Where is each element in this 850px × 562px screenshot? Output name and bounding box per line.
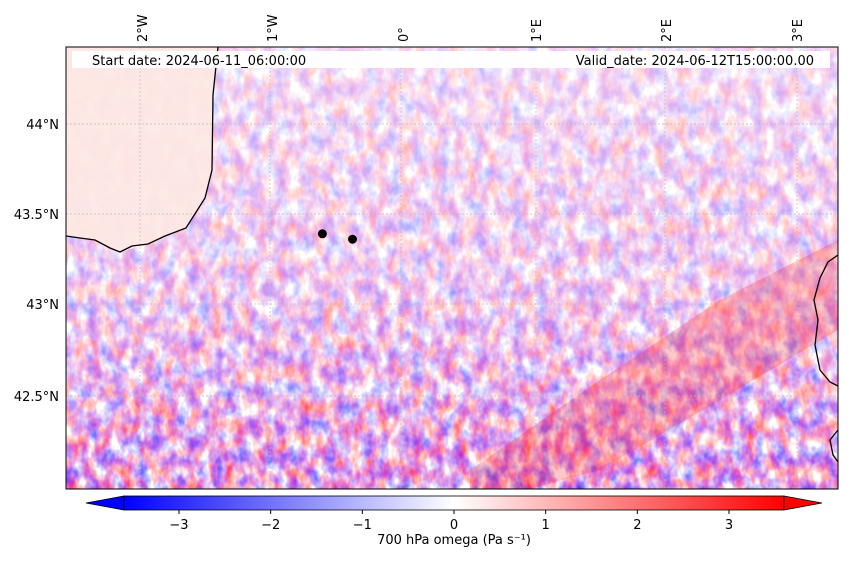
lon-tick-label: 0° [397, 27, 412, 42]
lon-tick-label: 1°E [530, 19, 545, 42]
station-marker [348, 234, 358, 244]
colorbar-tick-label: 2 [633, 518, 641, 533]
colorbar-tick-label: 3 [725, 518, 733, 533]
omega-field [66, 47, 838, 489]
start-date-label: Start date: 2024-06-11_06:00:00 [92, 54, 306, 69]
colorbar-tick-label: −1 [353, 518, 372, 533]
colorbar-tick-label: 0 [450, 518, 458, 533]
colorbar-tick-label: −3 [169, 518, 188, 533]
lon-tick-label: 2°E [660, 19, 675, 42]
colorbar-extend-low [85, 495, 125, 511]
annotation-strip [72, 51, 830, 68]
latitude-tick-labels: 44°N 43.5°N 43°N 42.5°N [14, 118, 59, 405]
colorbar-tick-label: 1 [542, 518, 550, 533]
colorbar-label: 700 hPa omega (Pa s⁻¹) [377, 533, 531, 548]
lat-tick-label: 43°N [26, 298, 59, 313]
convergence-band [470, 240, 838, 489]
map-frame [65, 46, 839, 490]
colorbar-tick-label: −2 [261, 518, 280, 533]
lat-tick-label: 44°N [26, 118, 59, 133]
colorbar-ticks: −3 −2 −1 0 1 2 3 [169, 510, 733, 533]
colorbar-extend-high [783, 495, 823, 511]
colorbar-body [123, 495, 785, 511]
colorbar: −3 −2 −1 0 1 2 3 700 hPa omega (Pa s⁻¹) [85, 495, 823, 548]
station-markers [317, 229, 358, 244]
coastline-biscay [66, 47, 219, 253]
gridlines [66, 47, 838, 489]
lon-tick-label: 2°W [136, 14, 151, 42]
coastline-mediterranean [813, 254, 838, 463]
lon-tick-label: 1°W [266, 14, 281, 42]
lat-tick-label: 43.5°N [14, 208, 59, 223]
sea-area [66, 47, 218, 252]
lat-tick-label: 42.5°N [14, 390, 59, 405]
station-marker [317, 229, 327, 239]
valid-date-label: Valid_date: 2024-06-12T15:00:00.00 [576, 54, 814, 69]
longitude-tick-labels: 2°W 1°W 0° 1°E 2°E 3°E [136, 14, 806, 42]
lon-tick-label: 3°E [791, 19, 806, 42]
